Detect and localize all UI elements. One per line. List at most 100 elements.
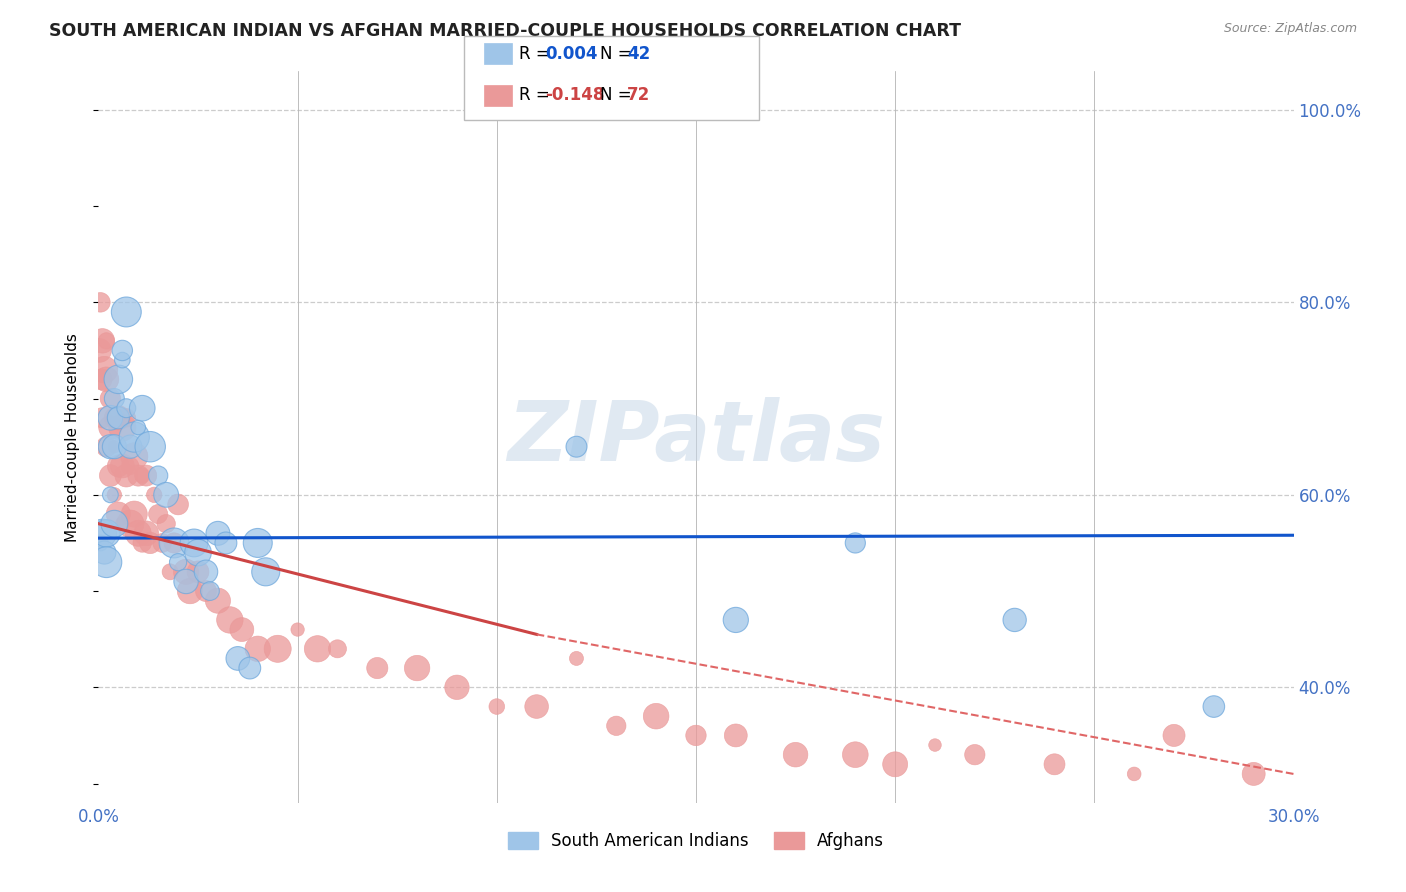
Point — [844, 536, 866, 550]
Text: -0.148: -0.148 — [546, 87, 605, 104]
Legend: South American Indians, Afghans: South American Indians, Afghans — [501, 825, 891, 856]
Point — [174, 574, 197, 589]
Point — [107, 507, 129, 521]
Point — [565, 440, 588, 454]
Point — [724, 613, 747, 627]
Point — [111, 343, 134, 358]
Text: 42: 42 — [627, 45, 651, 62]
Point — [1163, 728, 1185, 742]
Point — [107, 410, 129, 425]
Point — [485, 699, 508, 714]
Point — [195, 584, 218, 599]
Point — [103, 516, 125, 531]
Point — [135, 468, 157, 483]
Point — [89, 343, 111, 358]
Point — [96, 372, 118, 386]
Point — [103, 392, 125, 406]
Point — [103, 488, 125, 502]
Point — [884, 757, 907, 772]
Point — [98, 392, 122, 406]
Point — [307, 641, 329, 656]
Point — [326, 641, 349, 656]
Point — [1243, 767, 1265, 781]
Point — [215, 536, 238, 550]
Point — [127, 468, 149, 483]
Point — [366, 661, 388, 675]
Point — [685, 728, 707, 742]
Point — [91, 334, 114, 348]
Point — [187, 545, 209, 559]
Point — [103, 410, 125, 425]
Point — [239, 661, 262, 675]
Point — [111, 516, 134, 531]
Point — [446, 681, 468, 695]
Point — [98, 440, 122, 454]
Point — [148, 507, 170, 521]
Point — [107, 410, 129, 425]
Point — [89, 295, 111, 310]
Point — [139, 536, 162, 550]
Point — [785, 747, 807, 762]
Point — [93, 362, 115, 376]
Point — [226, 651, 249, 665]
Point — [103, 440, 125, 454]
Point — [93, 545, 115, 559]
Point — [963, 747, 986, 762]
Point — [98, 488, 122, 502]
Point — [96, 440, 118, 454]
Point — [111, 420, 134, 434]
Text: R =: R = — [519, 87, 555, 104]
Point — [124, 450, 146, 464]
Point — [115, 468, 138, 483]
Point — [207, 526, 229, 541]
Text: R =: R = — [519, 45, 555, 62]
Point — [174, 565, 197, 579]
Point — [198, 584, 221, 599]
Point — [645, 709, 668, 723]
Point — [565, 651, 588, 665]
Point — [111, 353, 134, 368]
Point — [115, 305, 138, 319]
Point — [526, 699, 548, 714]
Point — [924, 738, 946, 752]
Point — [120, 458, 142, 473]
Text: N =: N = — [600, 87, 637, 104]
Text: SOUTH AMERICAN INDIAN VS AFGHAN MARRIED-COUPLE HOUSEHOLDS CORRELATION CHART: SOUTH AMERICAN INDIAN VS AFGHAN MARRIED-… — [49, 22, 962, 40]
Point — [98, 410, 122, 425]
Text: ZIPatlas: ZIPatlas — [508, 397, 884, 477]
Point — [143, 488, 166, 502]
Point — [183, 536, 205, 550]
Point — [127, 526, 149, 541]
Point — [267, 641, 290, 656]
Point — [207, 593, 229, 607]
Point — [163, 536, 186, 550]
Point — [167, 555, 190, 569]
Point — [115, 401, 138, 416]
Point — [131, 468, 153, 483]
Point — [219, 613, 242, 627]
Point — [96, 334, 118, 348]
Text: 72: 72 — [627, 87, 651, 104]
Text: Source: ZipAtlas.com: Source: ZipAtlas.com — [1223, 22, 1357, 36]
Point — [844, 747, 866, 762]
Point — [131, 401, 153, 416]
Point — [111, 458, 134, 473]
Point — [89, 536, 111, 550]
Point — [120, 440, 142, 454]
Y-axis label: Married-couple Households: Married-couple Households — [65, 333, 80, 541]
Point — [131, 536, 153, 550]
Point — [135, 526, 157, 541]
Point — [107, 458, 129, 473]
Point — [98, 420, 122, 434]
Point — [254, 565, 277, 579]
Point — [1043, 757, 1066, 772]
Point — [90, 372, 112, 386]
Point — [605, 719, 627, 733]
Point — [98, 468, 122, 483]
Point — [124, 507, 146, 521]
Point — [107, 372, 129, 386]
Point — [246, 641, 269, 656]
Point — [163, 536, 186, 550]
Point — [159, 565, 181, 579]
Text: 0.004: 0.004 — [546, 45, 598, 62]
